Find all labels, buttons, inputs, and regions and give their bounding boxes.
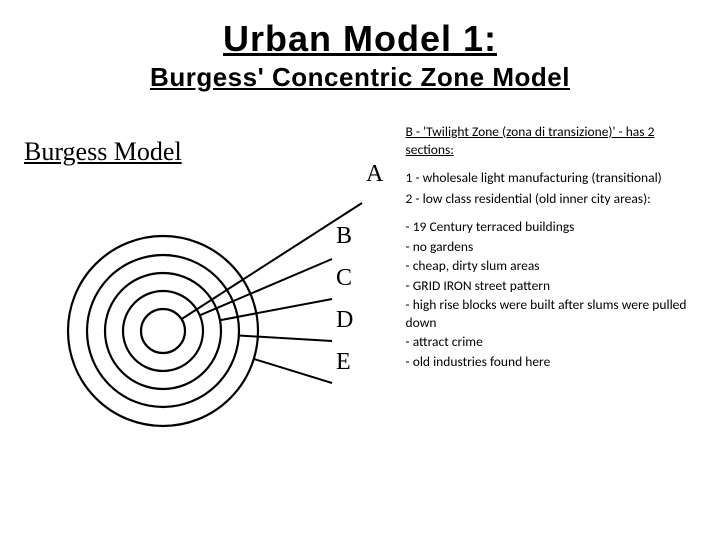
page-title: Urban Model 1: [0,18,720,60]
concentric-diagram [18,141,398,466]
bullet-item: - 19 Century terraced buildings [406,218,702,236]
bullet-item: - old industries found here [406,353,702,371]
zone-letter-a: A [366,161,383,188]
section-b-heading: B - 'Twilight Zone (zona di transizione)… [406,123,655,158]
bullet-item: - cheap, dirty slum areas [406,257,702,275]
zone-letter-d: D [336,307,353,334]
zone-letter-e: E [336,349,351,376]
bullet-list: - 19 Century terraced buildings - no gard… [406,218,702,370]
section-b-row-2: 2 - low class residential (old inner cit… [406,190,702,208]
zone-letter-c: C [336,265,352,292]
title-block: Urban Model 1: Burgess' Concentric Zone … [0,0,720,93]
content-row: Burgess Model ABCDE B - 'Twilight Zone (… [0,93,720,373]
page-subtitle: Burgess' Concentric Zone Model [0,62,720,93]
bullet-item: - high rise blocks were built after slum… [406,296,702,331]
diagram-column: Burgess Model ABCDE [18,121,394,373]
zone-letter-b: B [336,223,352,250]
bullet-item: - no gardens [406,238,702,256]
description-column: B - 'Twilight Zone (zona di transizione)… [406,121,702,373]
bullet-item: - attract crime [406,333,702,351]
section-b-row-1: 1 - wholesale light manufacturing (trans… [406,169,702,187]
bullet-item: - GRID IRON street pattern [406,277,702,295]
